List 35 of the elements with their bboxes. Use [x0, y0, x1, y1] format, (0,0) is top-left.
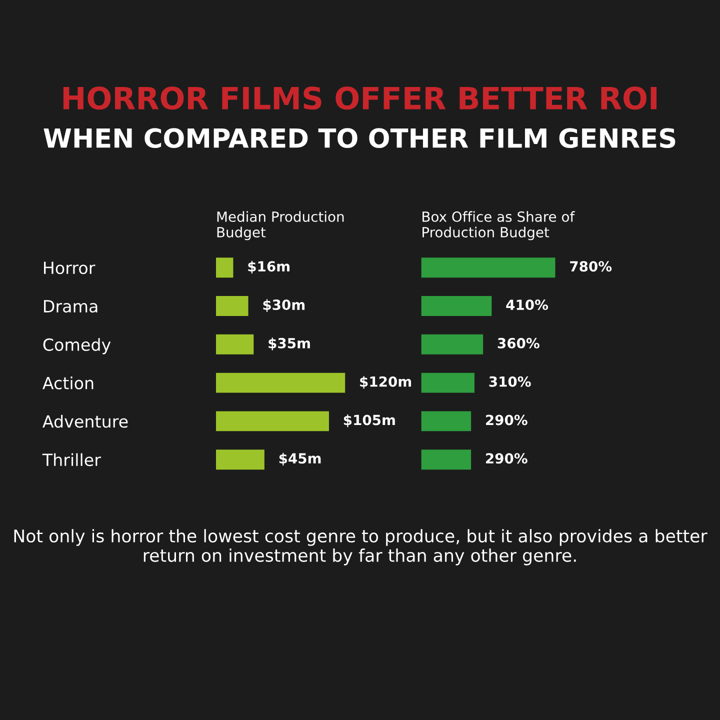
- text: Not only is horror the lowest cost genre to produce, but it also provides a better return on investment by far than any other genre.: [14, 529, 708, 566]
- y-tick-label: Thriller: [42, 453, 101, 466]
- bar: [216, 450, 264, 470]
- y-tick-label: Comedy: [43, 338, 111, 354]
- chart-title: Median Production Budget: [217, 211, 344, 240]
- bar: [216, 334, 254, 354]
- text: WHEN COMPARED TO OTHER FILM GENRES: [44, 128, 676, 148]
- data-label: 410%: [506, 300, 548, 310]
- data-label: 360%: [498, 338, 540, 348]
- y-tick-label: Action: [42, 376, 94, 390]
- bar: [216, 372, 346, 393]
- bar: [421, 372, 474, 393]
- y-tick-label: Horror: [44, 262, 96, 274]
- bar: [216, 296, 248, 316]
- data-label: $35m: [268, 338, 310, 350]
- y-tick-label: Drama: [44, 300, 98, 313]
- data-label: 290%: [486, 453, 528, 464]
- bar: [216, 411, 329, 432]
- bar: [421, 411, 472, 432]
- bar: [421, 258, 556, 278]
- bar: [421, 296, 492, 316]
- data-label: 290%: [486, 414, 528, 426]
- data-label: $120m: [360, 376, 412, 389]
- chart-title: Box Office as Share of Production Budget: [422, 211, 575, 240]
- data-label: $30m: [263, 299, 305, 312]
- data-label: $16m: [248, 260, 290, 274]
- data-label: $45m: [279, 452, 321, 466]
- data-label: 780%: [570, 261, 612, 272]
- bar: [421, 334, 484, 354]
- y-tick-label: Adventure: [42, 414, 128, 428]
- text: HORROR FILMS OFFER BETTER ROI: [63, 86, 657, 110]
- bar: [421, 450, 472, 470]
- data-label: 310%: [489, 376, 531, 387]
- data-label: $105m: [344, 414, 395, 428]
- bar: [216, 258, 234, 278]
